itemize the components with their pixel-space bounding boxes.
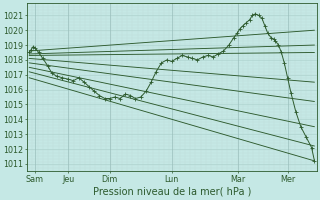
X-axis label: Pression niveau de la mer( hPa ): Pression niveau de la mer( hPa )	[92, 187, 251, 197]
